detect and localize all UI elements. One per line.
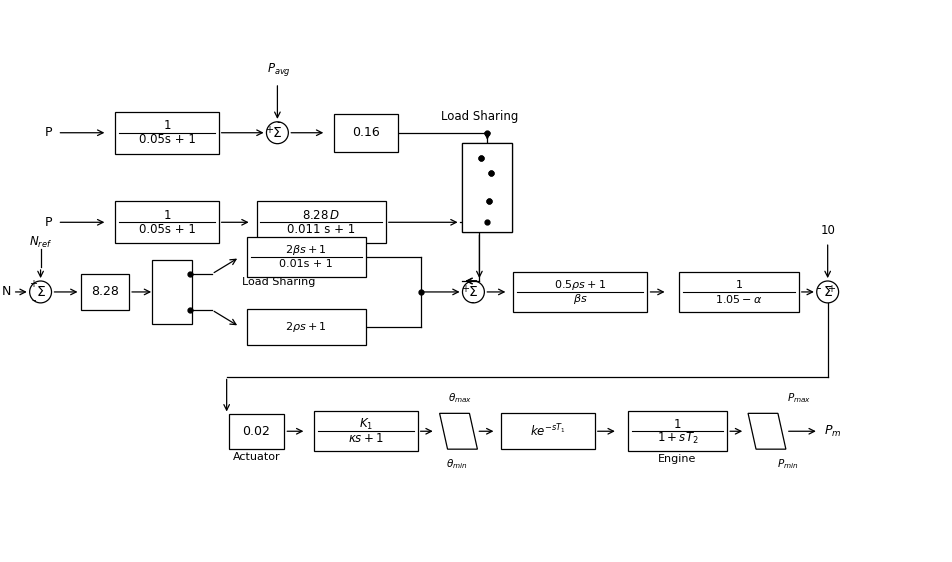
Bar: [81, 274, 129, 310]
Text: +: +: [266, 125, 273, 135]
Text: 0.02: 0.02: [243, 425, 270, 438]
Text: $0.5\rho s + 1$: $0.5\rho s + 1$: [554, 278, 606, 292]
Text: +: +: [462, 284, 469, 294]
Text: +: +: [826, 284, 835, 294]
Text: $2\rho s + 1$: $2\rho s + 1$: [286, 320, 327, 334]
Text: -: -: [276, 116, 281, 129]
Text: +: +: [29, 279, 36, 289]
Bar: [463, 143, 512, 232]
Text: Load Sharing: Load Sharing: [441, 110, 518, 123]
Text: $2\beta s + 1$: $2\beta s + 1$: [286, 243, 327, 257]
Text: Load Sharing: Load Sharing: [242, 277, 315, 287]
Text: $ke^{-sT_1}$: $ke^{-sT_1}$: [530, 423, 566, 439]
Text: $P_{min}$: $P_{min}$: [777, 457, 799, 471]
Bar: [152, 260, 192, 324]
Bar: [513, 272, 647, 312]
Text: 8.28: 8.28: [91, 285, 119, 298]
Text: -: -: [469, 296, 474, 310]
Text: $1 + sT_2$: $1 + sT_2$: [657, 430, 698, 446]
Text: $\beta s$: $\beta s$: [572, 292, 587, 306]
Bar: [333, 114, 398, 152]
Text: 1: 1: [163, 119, 170, 132]
Text: N: N: [1, 285, 10, 298]
Text: $K_1$: $K_1$: [359, 417, 373, 432]
Bar: [680, 272, 799, 312]
Text: $\theta_{max}$: $\theta_{max}$: [448, 392, 472, 405]
Text: $\Sigma$: $\Sigma$: [272, 126, 283, 140]
Bar: [501, 413, 595, 449]
Bar: [314, 411, 418, 451]
Text: $\Sigma$: $\Sigma$: [468, 285, 478, 299]
Text: 1: 1: [163, 209, 170, 222]
Text: 0.05s + 1: 0.05s + 1: [139, 133, 195, 146]
Text: 8.28$\,D$: 8.28$\,D$: [302, 209, 340, 222]
Text: P: P: [45, 126, 52, 139]
Text: $\Sigma$: $\Sigma$: [35, 285, 46, 299]
Text: 1: 1: [674, 418, 682, 431]
Bar: [247, 309, 366, 345]
Text: $1.05 - \alpha$: $1.05 - \alpha$: [715, 293, 763, 305]
Bar: [256, 201, 386, 243]
Text: -: -: [31, 294, 36, 307]
Text: $P_{avg}$: $P_{avg}$: [268, 61, 291, 78]
Bar: [114, 112, 219, 153]
Text: $\theta_{min}$: $\theta_{min}$: [446, 457, 467, 471]
Text: Actuator: Actuator: [232, 452, 280, 462]
Bar: [627, 411, 727, 451]
Bar: [228, 414, 285, 448]
Text: -: -: [817, 283, 821, 296]
Text: 0.16: 0.16: [352, 126, 380, 139]
Text: 0.011 s + 1: 0.011 s + 1: [288, 223, 355, 235]
Bar: [463, 143, 512, 232]
Text: 10: 10: [821, 224, 835, 237]
Text: $P_{max}$: $P_{max}$: [787, 392, 811, 405]
Text: 0.01s + 1: 0.01s + 1: [279, 259, 333, 269]
Bar: [114, 201, 219, 243]
Text: $\Sigma$: $\Sigma$: [823, 285, 833, 299]
Text: 0.05s + 1: 0.05s + 1: [139, 223, 195, 235]
Text: P: P: [45, 216, 52, 229]
Text: $\kappa s + 1$: $\kappa s + 1$: [348, 432, 384, 445]
Text: Engine: Engine: [658, 454, 697, 464]
Text: 1: 1: [736, 280, 743, 290]
Bar: [247, 237, 366, 277]
Text: $N_{ref}$: $N_{ref}$: [29, 235, 52, 250]
Text: $P_m$: $P_m$: [823, 424, 842, 439]
